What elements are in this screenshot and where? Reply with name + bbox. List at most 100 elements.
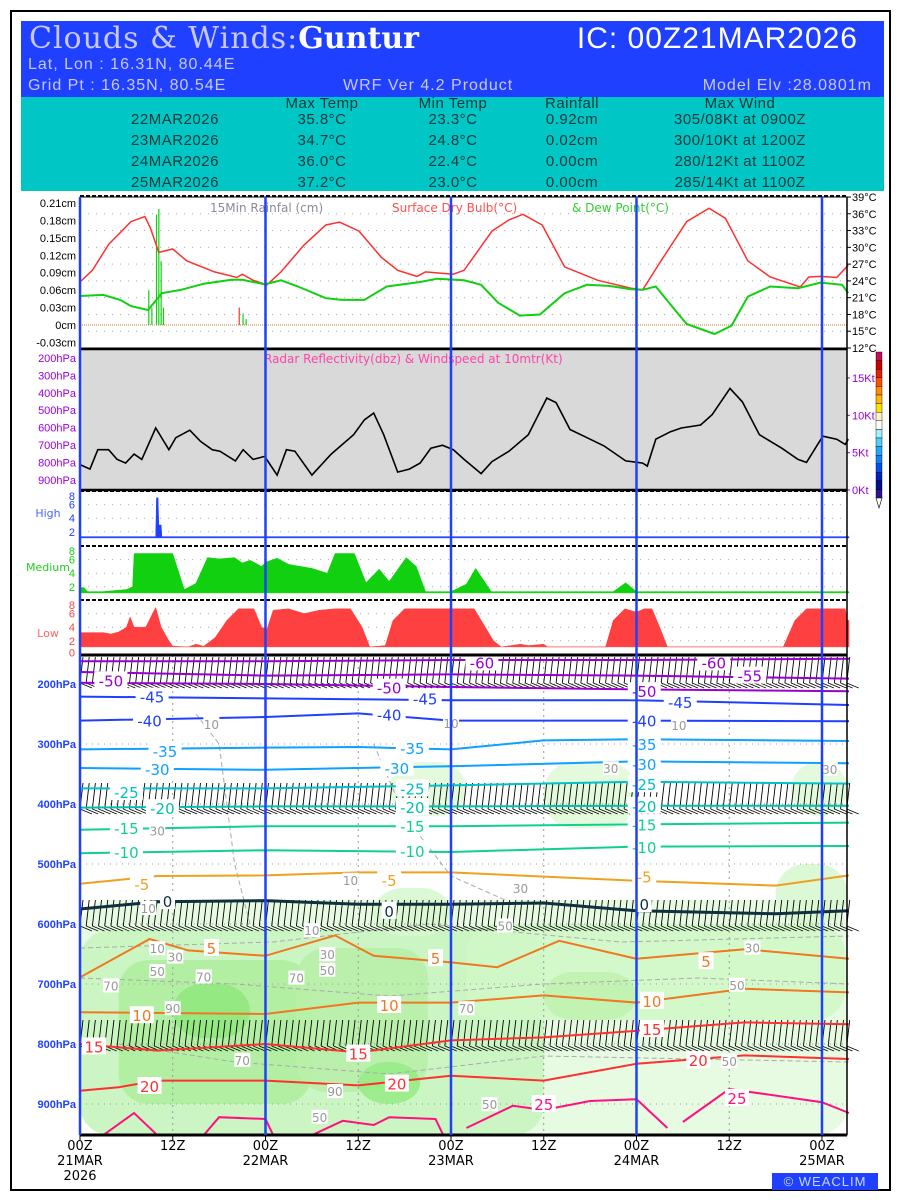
wind-barb-flag [599, 808, 612, 815]
isotherm-label-bg [160, 892, 176, 910]
wind-barb-flag [828, 808, 841, 815]
isotherm-label: -45 [668, 694, 693, 712]
wind-barb-flag [376, 925, 389, 932]
isotherm-label-bg [465, 653, 499, 671]
wind-barb-flag [401, 925, 414, 932]
wind-barb [617, 899, 622, 927]
wind-barb-flag [197, 925, 210, 932]
wind-barb [617, 782, 622, 810]
isotherm-label: 15 [349, 1046, 368, 1064]
isotherm-label-bg [377, 996, 402, 1013]
rh-label-bg [497, 918, 514, 933]
wind-barb [629, 656, 634, 684]
wind-barb-flag [586, 682, 600, 689]
wind-barb-flag [828, 925, 841, 932]
isotherm-label: -50 [99, 672, 124, 690]
wind-barb [333, 1019, 337, 1047]
isotherm-label: -60 [702, 654, 727, 672]
wind-barb [246, 782, 251, 810]
wind-barb-flag [716, 925, 730, 932]
isotherm-label: -45 [140, 689, 165, 707]
wind-barb-flag [86, 925, 99, 932]
wind-barb-flag [679, 808, 692, 815]
row-min-temp: 23.0°C [428, 174, 478, 191]
rh-contour-label: 70 [103, 979, 118, 993]
wind-barb [234, 1019, 239, 1047]
row-min-temp: 22.4°C [428, 153, 478, 170]
wind-barb-flag [562, 682, 575, 689]
isotherm-label-bg [372, 705, 406, 723]
wind-barb-flag [623, 1045, 637, 1052]
wind-barb [227, 899, 232, 927]
wind-barb-flag [104, 808, 117, 815]
wind-barb [580, 899, 585, 927]
wind-barb-flag [426, 925, 439, 932]
wind-barb-flag [661, 1045, 674, 1052]
wind-barb-flag [568, 925, 581, 932]
colorbar-swatch [875, 377, 883, 387]
wind-barb-flag [741, 925, 754, 932]
isotherm-label-bg [663, 693, 697, 710]
wind-barb-flag [673, 808, 686, 815]
okta-tick-label: 4 [69, 513, 75, 525]
wind-barb [555, 1019, 560, 1047]
wind-barb [673, 656, 678, 684]
wind-barb-flag [500, 1045, 513, 1052]
wind-barb-flag [364, 925, 377, 932]
wind-barb-flag [555, 1045, 569, 1052]
wind-barb [833, 899, 838, 927]
wind-barb-flag [828, 1045, 841, 1052]
high-cloud-area [79, 497, 850, 539]
wind-barb-flag [698, 808, 711, 815]
wind-barb-flag [512, 925, 525, 932]
isotherm-label: -60 [470, 654, 495, 672]
wind-barb [710, 782, 715, 810]
wind-barb [623, 899, 628, 927]
wind-barb [227, 1019, 232, 1047]
wind-barb-flag [593, 1045, 606, 1052]
wind-barb-flag [605, 1045, 618, 1052]
wind-barb-flag [636, 1045, 649, 1052]
isotherm-label: 5 [207, 940, 217, 958]
wind-barb-flag [98, 925, 111, 932]
wind-barb [568, 1019, 572, 1047]
wind-barb [258, 899, 263, 927]
rh-contour-label: 50 [312, 1111, 327, 1125]
wind-barb-flag [549, 1045, 563, 1052]
isotherm-label-bg [698, 952, 714, 970]
wind-barb-flag [766, 808, 779, 815]
wind-barb [209, 1019, 214, 1047]
rh-label-bg [721, 1054, 738, 1068]
isotherm-label-bg [632, 867, 657, 885]
wind-barb-flag [568, 808, 581, 815]
wind-barb-flag [506, 1045, 519, 1052]
wind-barb [691, 656, 696, 684]
meteogram-frame [10, 10, 891, 1191]
wind-barb-flag [116, 925, 130, 932]
isotherm-label-bg [697, 653, 731, 671]
temp-tick-label: 15°C [852, 326, 877, 338]
wind-barb-flag [555, 682, 569, 689]
rh-label-bg [319, 947, 336, 962]
wind-barb-flag [760, 1045, 773, 1052]
time-label-hour: 12Z [717, 1139, 743, 1154]
wind-barb-flag [593, 682, 606, 689]
wind-barb-flag [722, 1045, 736, 1052]
wind-barb [666, 1019, 671, 1047]
wind-barb-flag [722, 682, 736, 689]
wind-barb [611, 899, 616, 927]
wind-barb [815, 782, 820, 810]
isotherm-label: 10 [642, 993, 661, 1011]
wind-barb [784, 782, 789, 810]
wind-barb [537, 782, 542, 810]
wind-barb [252, 1019, 257, 1047]
wind-barb-flag [432, 1045, 445, 1052]
wind-barb-flag [599, 682, 612, 689]
wind-barb-flag [215, 808, 229, 815]
wind-barb-flag [611, 682, 624, 689]
isotherm-label: -25 [400, 780, 425, 798]
isotherm-label: -25 [632, 776, 657, 794]
wind-barb-flag [704, 925, 717, 932]
row-max-wind: 305/08Kt at 0900Z [674, 111, 806, 128]
row-date: 24MAR2026 [131, 153, 219, 170]
